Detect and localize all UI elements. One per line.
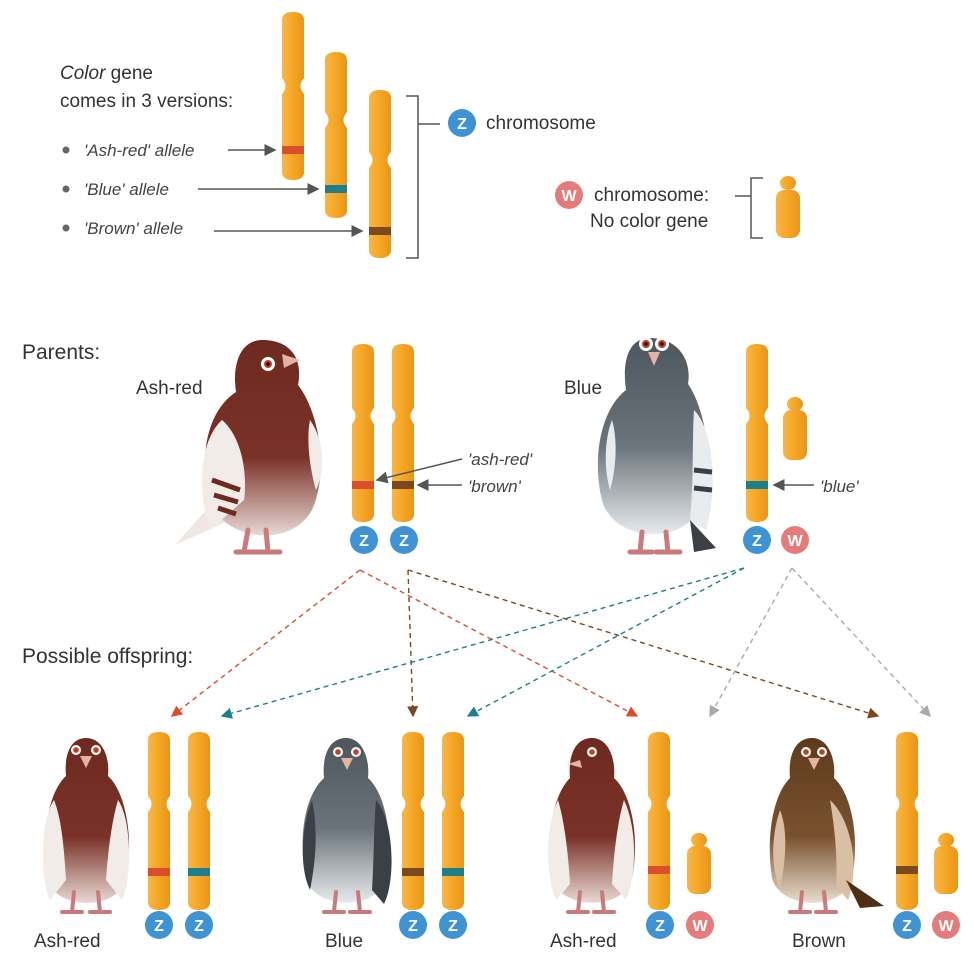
male-parent-label: Ash-red <box>136 378 203 399</box>
z-badge-text: Z <box>655 918 665 935</box>
arrow-ashred-to-offspring3 <box>359 569 639 717</box>
z-badge-legend: Z <box>448 109 476 137</box>
w-badge-text: W <box>787 533 803 550</box>
w-bracket <box>735 177 763 239</box>
offspring-1-chromosome-1 <box>148 732 170 910</box>
parents-heading: Parents: <box>22 341 100 364</box>
w-badge-offspring-3: W <box>686 911 714 939</box>
w-badge-legend: W <box>555 181 583 209</box>
z-chromosome-label: chromosome <box>486 113 596 134</box>
legend-title-color-word: Color <box>60 63 106 84</box>
z-badge-offspring-4: Z <box>893 911 921 939</box>
z-badge-offspring-1a: Z <box>145 911 173 939</box>
z-badge-parent-male-2: Z <box>390 526 418 554</box>
parent-male-chromosome-1 <box>352 344 374 522</box>
w-badge-legend-text: W <box>561 188 577 205</box>
z-badge-legend-text: Z <box>457 116 467 133</box>
legend-chromosome-ash-red <box>282 12 304 180</box>
z-badge-text: Z <box>194 918 204 935</box>
z-bracket <box>406 95 440 259</box>
arrow-brown-to-offspring4 <box>407 569 880 719</box>
offspring-1-chromosome-2 <box>188 732 210 910</box>
z-badge-offspring-1b: Z <box>185 911 213 939</box>
legend-title-line2: comes in 3 versions: <box>60 91 233 112</box>
z-badge-offspring-3: Z <box>646 911 674 939</box>
offspring-2-chromosome-2 <box>442 732 464 910</box>
allele-label-blue: 'Blue' allele <box>84 180 169 199</box>
z-badge-parent-female: Z <box>743 526 771 554</box>
w-chromosome-label-line1: chromosome: <box>594 185 709 206</box>
z-badge-offspring-2a: Z <box>399 911 427 939</box>
arrow-w-to-offspring3 <box>709 567 793 718</box>
z-badge-text: Z <box>752 533 762 550</box>
offspring-3-pigeon <box>548 738 636 914</box>
w-badge-text: W <box>938 918 954 935</box>
offspring-heading: Possible offspring: <box>22 645 193 668</box>
parent-female-z-chromosome <box>746 344 768 522</box>
legend-title-line1: Color gene <box>60 63 153 84</box>
offspring-1-pigeon <box>42 738 130 914</box>
legend-chromosome-blue <box>325 52 347 218</box>
band-parent-ash-red <box>352 481 374 489</box>
ash-red-parent-pigeon <box>175 340 323 555</box>
z-badge-text: Z <box>902 918 912 935</box>
offspring-2-chromosome-1 <box>402 732 424 910</box>
annotation-blue: 'blue' <box>820 477 859 496</box>
arrow-ashred-to-offspring1 <box>170 569 361 717</box>
offspring-3-z-chromosome <box>648 732 670 910</box>
annotation-brown: 'brown' <box>468 477 522 496</box>
z-badge-text: Z <box>448 918 458 935</box>
parent-female-w-chromosome <box>783 397 807 460</box>
offspring-4-z-chromosome <box>896 732 918 910</box>
offspring-2-pigeon <box>302 738 392 914</box>
band-parent-blue <box>746 481 768 489</box>
bullet-ash-red <box>62 146 70 154</box>
z-badge-parent-male-1: Z <box>350 526 378 554</box>
arrow-brown-to-offspring2 <box>407 569 419 718</box>
offspring-4-pigeon <box>769 738 884 914</box>
arrow-blue-to-offspring2 <box>466 567 745 717</box>
w-badge-parent-female: W <box>781 526 809 554</box>
bullet-blue <box>62 185 70 193</box>
legend-title-rest: gene <box>105 63 153 84</box>
w-badge-text: W <box>692 918 708 935</box>
band-parent-brown <box>392 481 414 489</box>
allele-label-brown: 'Brown' allele <box>84 219 183 238</box>
band-blue <box>325 185 347 193</box>
band-ash-red <box>282 146 304 154</box>
allele-label-ash-red: 'Ash-red' allele <box>84 141 194 160</box>
z-badge-text: Z <box>359 533 369 550</box>
arrow-blue-to-offspring1 <box>220 567 745 719</box>
legend-chromosome-w <box>776 176 800 238</box>
parent-male-chromosome-2 <box>392 344 414 522</box>
legend-chromosome-brown <box>369 90 391 258</box>
w-badge-offspring-4: W <box>932 911 960 939</box>
offspring-4-w-chromosome <box>934 833 958 894</box>
z-badge-offspring-2b: Z <box>439 911 467 939</box>
annotation-ash-red: 'ash-red' <box>468 450 533 469</box>
offspring-2-label: Blue <box>325 931 363 952</box>
z-badge-text: Z <box>154 918 164 935</box>
offspring-3-w-chromosome <box>687 833 711 894</box>
arrow-parent-ash-red <box>375 458 463 484</box>
bullet-brown <box>62 224 70 232</box>
w-chromosome-label-line2: No color gene <box>590 211 708 232</box>
arrow-w-to-offspring4 <box>791 567 931 718</box>
offspring-1-label: Ash-red <box>34 931 101 952</box>
blue-parent-pigeon <box>597 337 716 555</box>
z-badge-text: Z <box>408 918 418 935</box>
z-badge-text: Z <box>399 533 409 550</box>
inheritance-arrows <box>170 567 931 719</box>
offspring-4-label: Brown <box>792 931 846 952</box>
band-brown <box>369 227 391 235</box>
female-parent-label: Blue <box>564 378 602 399</box>
offspring-3-label: Ash-red <box>550 931 617 952</box>
